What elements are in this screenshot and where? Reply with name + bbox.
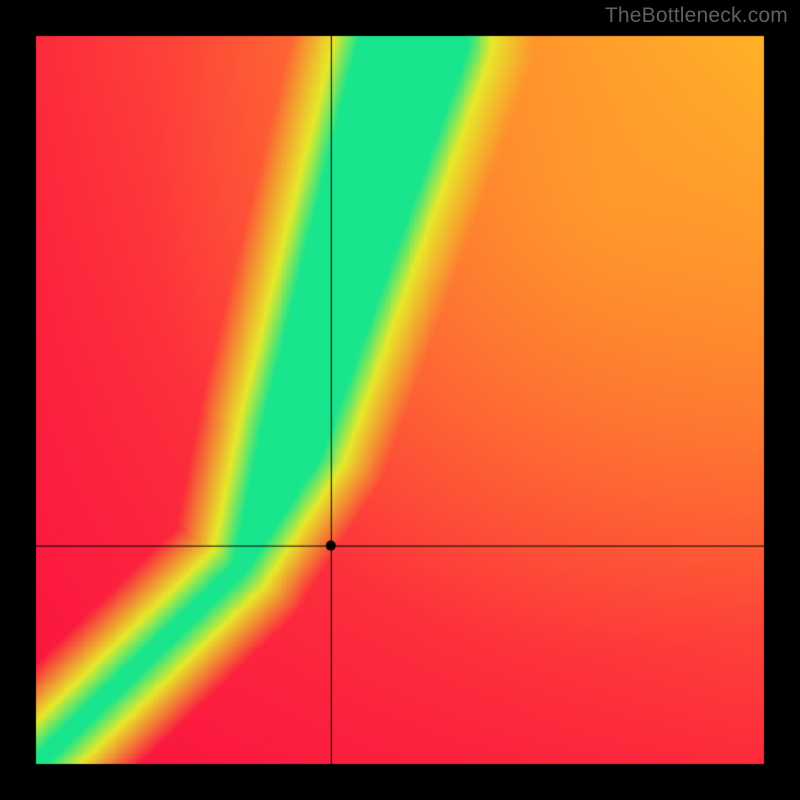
- watermark-label: TheBottleneck.com: [605, 4, 788, 28]
- bottleneck-heatmap: [0, 0, 800, 800]
